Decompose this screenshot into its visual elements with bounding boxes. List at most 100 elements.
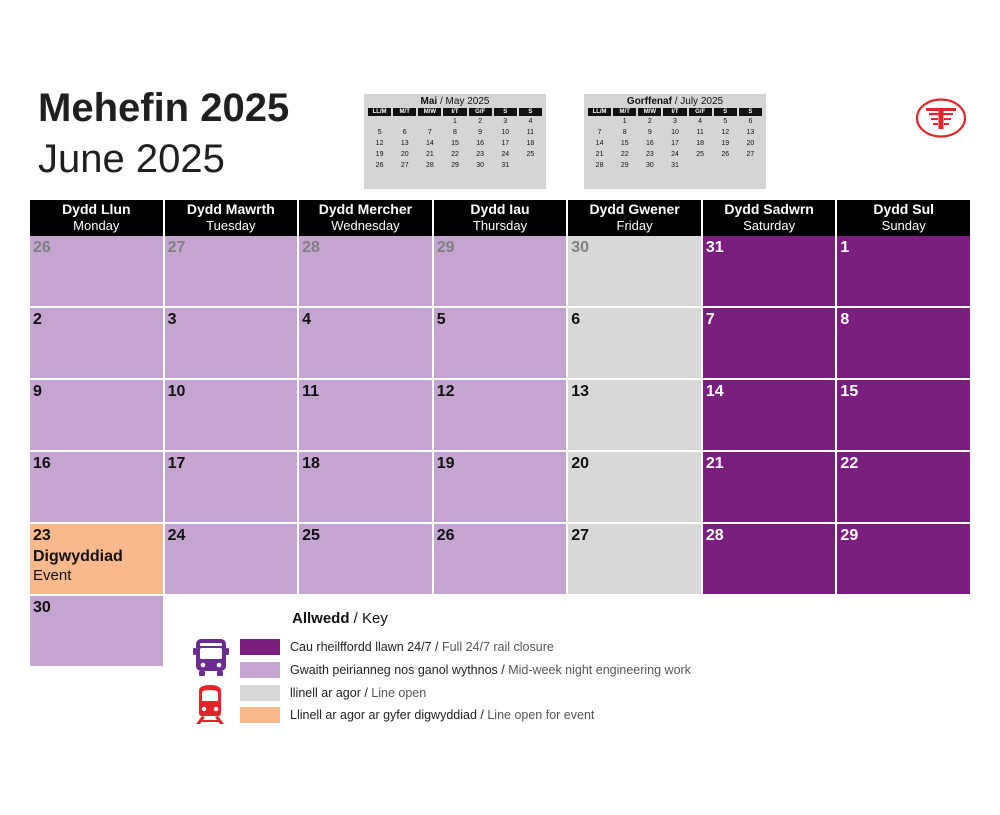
weekday-english: Friday (616, 218, 653, 233)
calendar-day-night: 4 (299, 308, 432, 378)
mini-day (689, 160, 712, 171)
weekday-welsh: Dydd Sul (873, 201, 935, 217)
mini-day: 31 (671, 162, 679, 169)
mini-day: 6 (748, 118, 753, 125)
calendar-empty-cell (568, 596, 701, 666)
day-number: 3 (167, 311, 177, 328)
weekday-header-thursday: Dydd Iau Thursday (433, 200, 567, 236)
calendar-day-night: 11 (299, 380, 432, 450)
weekday-header-monday: Dydd Llun Monday (30, 200, 163, 236)
day-number: 16 (33, 455, 51, 472)
mini-weekday-header: S (713, 108, 737, 116)
calendar-day-night: 10 (164, 380, 298, 450)
day-number: 7 (705, 311, 715, 328)
mini-day: 30 (476, 162, 485, 169)
event-label-welsh: Digwyddiad (33, 548, 123, 565)
day-number: 5 (436, 311, 446, 328)
day-number: 4 (302, 311, 312, 328)
train-icon (196, 685, 224, 724)
mini-day (714, 160, 737, 171)
mini-day: 16 (645, 140, 654, 147)
mini-day: 24 (501, 151, 510, 158)
key-swatch (240, 639, 280, 655)
calendar-day-night: 12 (433, 380, 567, 450)
calendar-empty-cell (837, 596, 970, 666)
calendar-day-full: 14 (702, 380, 836, 450)
mini-weekday-header: M/W (638, 108, 662, 116)
day-number: 1 (840, 239, 850, 256)
day-number: 26 (436, 527, 455, 544)
month-calendar: Dydd Llun Monday Dydd Mawrth Tuesday Dydd Me… (30, 200, 970, 666)
calendar-day-night: 26 (433, 524, 567, 594)
mini-day: 6 (402, 129, 407, 136)
key-label: Gwaith peirianneg nos ganol wythnos / Mi… (290, 663, 691, 677)
mini-calendar-july: Gorffenaf / July 2025 LL/M M/T M/W I/T G/F S S… (584, 94, 766, 189)
mini-day (739, 160, 762, 171)
mini-day: 11 (526, 129, 535, 136)
mini-day: 11 (696, 129, 704, 136)
calendar-day-full: 31 (702, 236, 836, 306)
calendar-day-night: 25 (299, 524, 432, 594)
bus-icon (193, 639, 229, 676)
mini-day (393, 116, 416, 127)
day-number: 30 (571, 239, 590, 256)
weekday-welsh: Dydd Llun (62, 201, 131, 217)
calendar-day-night: 3 (164, 308, 298, 378)
mini-day: 9 (647, 129, 652, 136)
mini-day: 13 (746, 129, 755, 136)
mini-day: 2 (647, 118, 652, 125)
mini-day: 27 (400, 162, 409, 169)
tfw-logo-icon (916, 98, 966, 138)
mini-day: 5 (377, 129, 382, 136)
calendar-day-full: 21 (702, 452, 836, 522)
calendar-day-night: 27 (164, 236, 298, 306)
mini-weekday-header: M/W (418, 108, 442, 116)
weekday-english: Tuesday (206, 218, 256, 233)
mini-weekday-header: I/T (443, 108, 467, 116)
mini-weekday-header: S (738, 108, 762, 116)
calendar-day-full: 8 (837, 308, 970, 378)
mini-day: 22 (620, 151, 629, 158)
day-number: 29 (436, 239, 455, 256)
day-number: 10 (167, 383, 186, 400)
calendar-day-night: 24 (164, 524, 298, 594)
day-number: 2 (33, 311, 42, 328)
day-number: 11 (302, 383, 320, 400)
calendar-day-night: 30 (30, 596, 163, 666)
day-number: 17 (167, 455, 186, 472)
mini-day: 3 (503, 118, 508, 125)
calendar-grid: 26 27 28 29 30 31 1 2 3 4 5 6 7 8 9 10 11 12 13 14 15 16 17 18 1… (30, 236, 970, 666)
weekday-header-row: Dydd Llun Monday Dydd Mawrth Tuesday Dydd Me… (30, 200, 970, 236)
mini-day: 7 (427, 129, 432, 136)
mini-day: 15 (620, 140, 629, 147)
mini-weekday-header: S (518, 108, 542, 116)
mini-day: 31 (501, 162, 510, 169)
calendar-day-full: 29 (837, 524, 970, 594)
day-number: 22 (840, 455, 859, 472)
key-swatch (240, 707, 280, 723)
mini-day: 10 (671, 129, 679, 136)
calendar-day-full: 22 (837, 452, 970, 522)
mini-day: 7 (597, 129, 602, 136)
mini-weekday-header: I/T (663, 108, 687, 116)
day-number: 13 (571, 383, 590, 400)
day-number: 20 (571, 455, 590, 472)
page-title-english: June 2025 (38, 137, 225, 181)
calendar-day-full: 28 (702, 524, 836, 594)
calendar-day-full: 7 (702, 308, 836, 378)
mini-day: 17 (501, 140, 510, 147)
mini-day: 26 (375, 162, 384, 169)
calendar-day-night: 28 (299, 236, 432, 306)
calendar-empty-cell (299, 596, 432, 666)
mini-weekday-header: S (493, 108, 517, 116)
calendar-day-night: 26 (30, 236, 163, 306)
mini-day: 28 (595, 162, 604, 169)
calendar-empty-cell (434, 596, 567, 666)
mini-day: 19 (721, 140, 730, 147)
mini-day: 4 (528, 118, 533, 125)
mini-day: 1 (453, 118, 457, 125)
weekday-welsh: Dydd Mawrth (186, 201, 275, 217)
calendar-day-night: 5 (433, 308, 567, 378)
mini-day: 13 (400, 140, 409, 147)
day-number: 19 (436, 455, 455, 472)
